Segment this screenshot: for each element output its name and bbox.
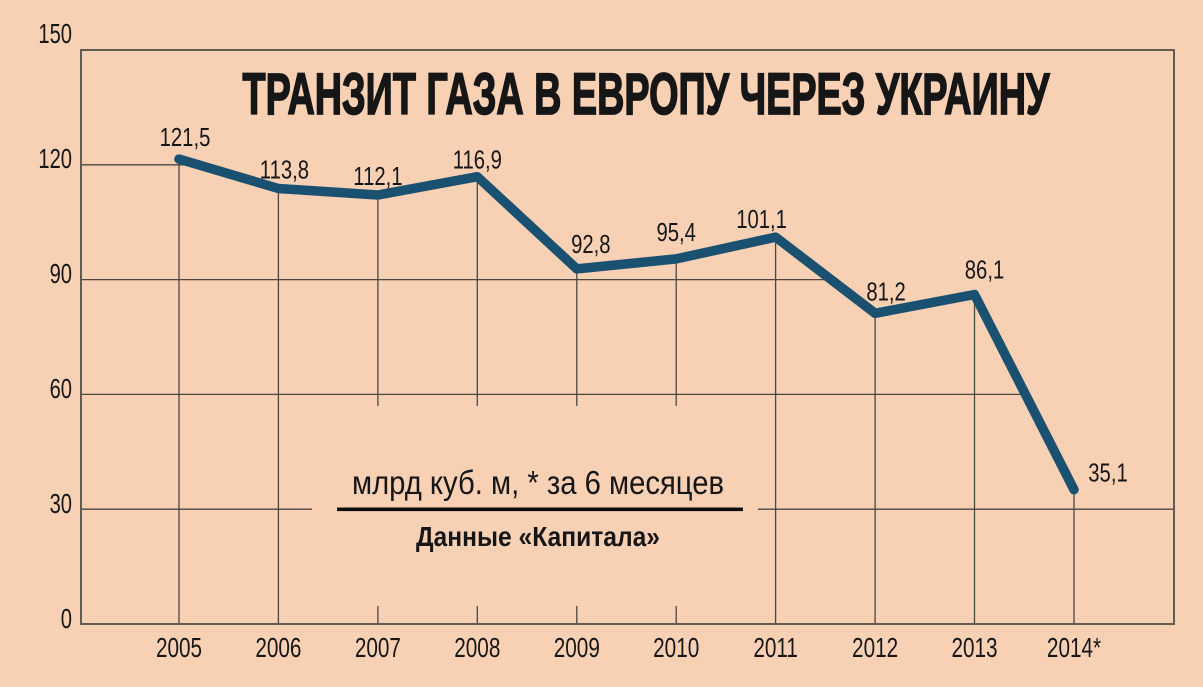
x-axis-label: 2007 — [355, 633, 401, 664]
x-axis-label: 2008 — [454, 633, 500, 664]
plot-frame — [80, 49, 1175, 625]
data-line — [174, 154, 1079, 495]
x-axis-label: 2005 — [156, 633, 202, 664]
annotation-backdrop — [312, 406, 758, 606]
unit-note: млрд куб. м, * за 6 месяцев — [352, 464, 724, 501]
x-axis-label: 2014* — [1047, 633, 1101, 664]
data-point-label: 86,1 — [965, 255, 1004, 284]
x-axis-label: 2010 — [653, 633, 699, 664]
x-axis-label: 2011 — [753, 633, 798, 664]
data-point-label: 116,9 — [453, 145, 502, 174]
data-point-label: 113,8 — [260, 155, 309, 184]
y-axis-label: 0 — [61, 604, 72, 635]
data-point-label: 95,4 — [656, 217, 695, 246]
data-point-label: 81,2 — [866, 277, 905, 306]
y-axis-label: 90 — [50, 259, 72, 290]
y-axis-label: 30 — [50, 489, 72, 520]
chart-title: ТРАНЗИТ ГАЗА В ЕВРОПУ ЧЕРЕЗ УКРАИНУ — [243, 62, 1051, 127]
data-point-label: 112,1 — [353, 162, 402, 191]
x-axis-label: 2009 — [554, 633, 600, 664]
x-axis-label: 2012 — [852, 633, 898, 664]
data-point-label: 101,1 — [736, 205, 787, 234]
y-axis-label: 60 — [50, 374, 72, 405]
data-point-label: 92,8 — [571, 229, 610, 258]
y-axis-label: 120 — [38, 144, 72, 175]
data-point-label: 121,5 — [160, 123, 211, 152]
y-axis-label: 150 — [38, 19, 72, 50]
separator-rule — [337, 507, 743, 512]
x-axis-label: 2013 — [951, 633, 997, 664]
x-axis-label: 2006 — [255, 633, 301, 664]
source-credit: Данные «Капитала» — [416, 521, 660, 552]
data-point-label: 35,1 — [1088, 458, 1127, 487]
